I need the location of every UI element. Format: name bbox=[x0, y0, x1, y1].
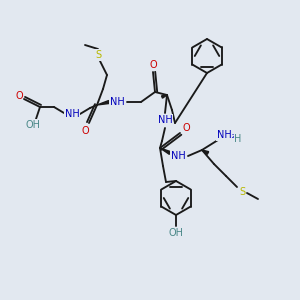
Text: O: O bbox=[81, 126, 89, 136]
Polygon shape bbox=[202, 150, 209, 154]
Text: H: H bbox=[234, 134, 242, 144]
Text: OH: OH bbox=[169, 228, 184, 238]
Text: S: S bbox=[239, 187, 245, 197]
Text: S: S bbox=[95, 50, 101, 60]
Text: OH: OH bbox=[26, 120, 40, 130]
Polygon shape bbox=[161, 95, 167, 98]
Text: O: O bbox=[15, 91, 23, 101]
Text: NH: NH bbox=[110, 97, 124, 107]
Polygon shape bbox=[97, 100, 110, 105]
Text: O: O bbox=[149, 60, 157, 70]
Text: NH: NH bbox=[171, 151, 185, 161]
Text: O: O bbox=[182, 123, 190, 133]
Text: NH: NH bbox=[158, 115, 172, 125]
Text: NH: NH bbox=[64, 109, 80, 119]
Text: NH₂: NH₂ bbox=[217, 130, 235, 140]
Polygon shape bbox=[160, 148, 171, 154]
